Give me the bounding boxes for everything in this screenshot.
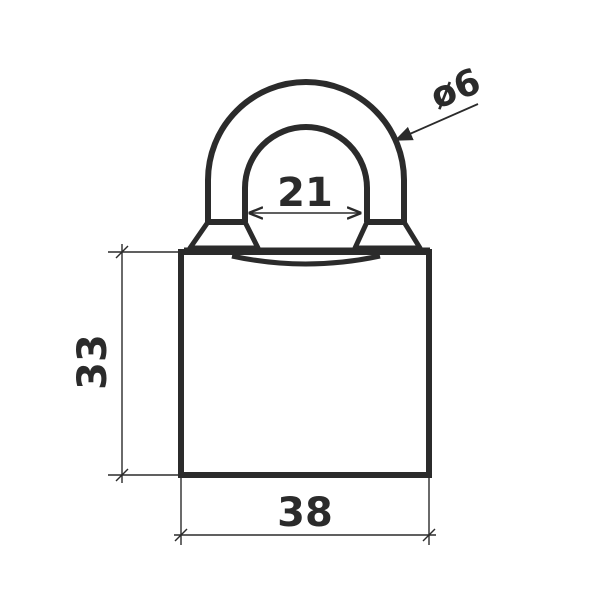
dimension-38: 38 [174, 478, 436, 545]
dimension-38-label: 38 [277, 490, 333, 536]
dimension-38-tick-left [174, 528, 188, 542]
dimension-21: 21 [250, 170, 360, 216]
dimension-33-label: 33 [70, 334, 116, 390]
dimension-33: 33 [70, 244, 178, 483]
collar-left [187, 220, 261, 251]
dimension-diameter-label: ø6 [425, 61, 487, 118]
dimension-diameter-leader [394, 103, 479, 141]
dimension-21-label: 21 [277, 170, 333, 216]
dimension-38-tick-right [422, 528, 436, 542]
dimension-diameter: ø6 [394, 61, 487, 141]
collar [184, 220, 430, 267]
lock-body [178, 249, 432, 478]
shackle-inner-arc [242, 124, 370, 222]
collar-curve [231, 253, 381, 267]
dimension-33-tick-top [115, 245, 129, 259]
dimension-33-tick-bottom [115, 468, 129, 482]
collar-right [352, 220, 423, 251]
